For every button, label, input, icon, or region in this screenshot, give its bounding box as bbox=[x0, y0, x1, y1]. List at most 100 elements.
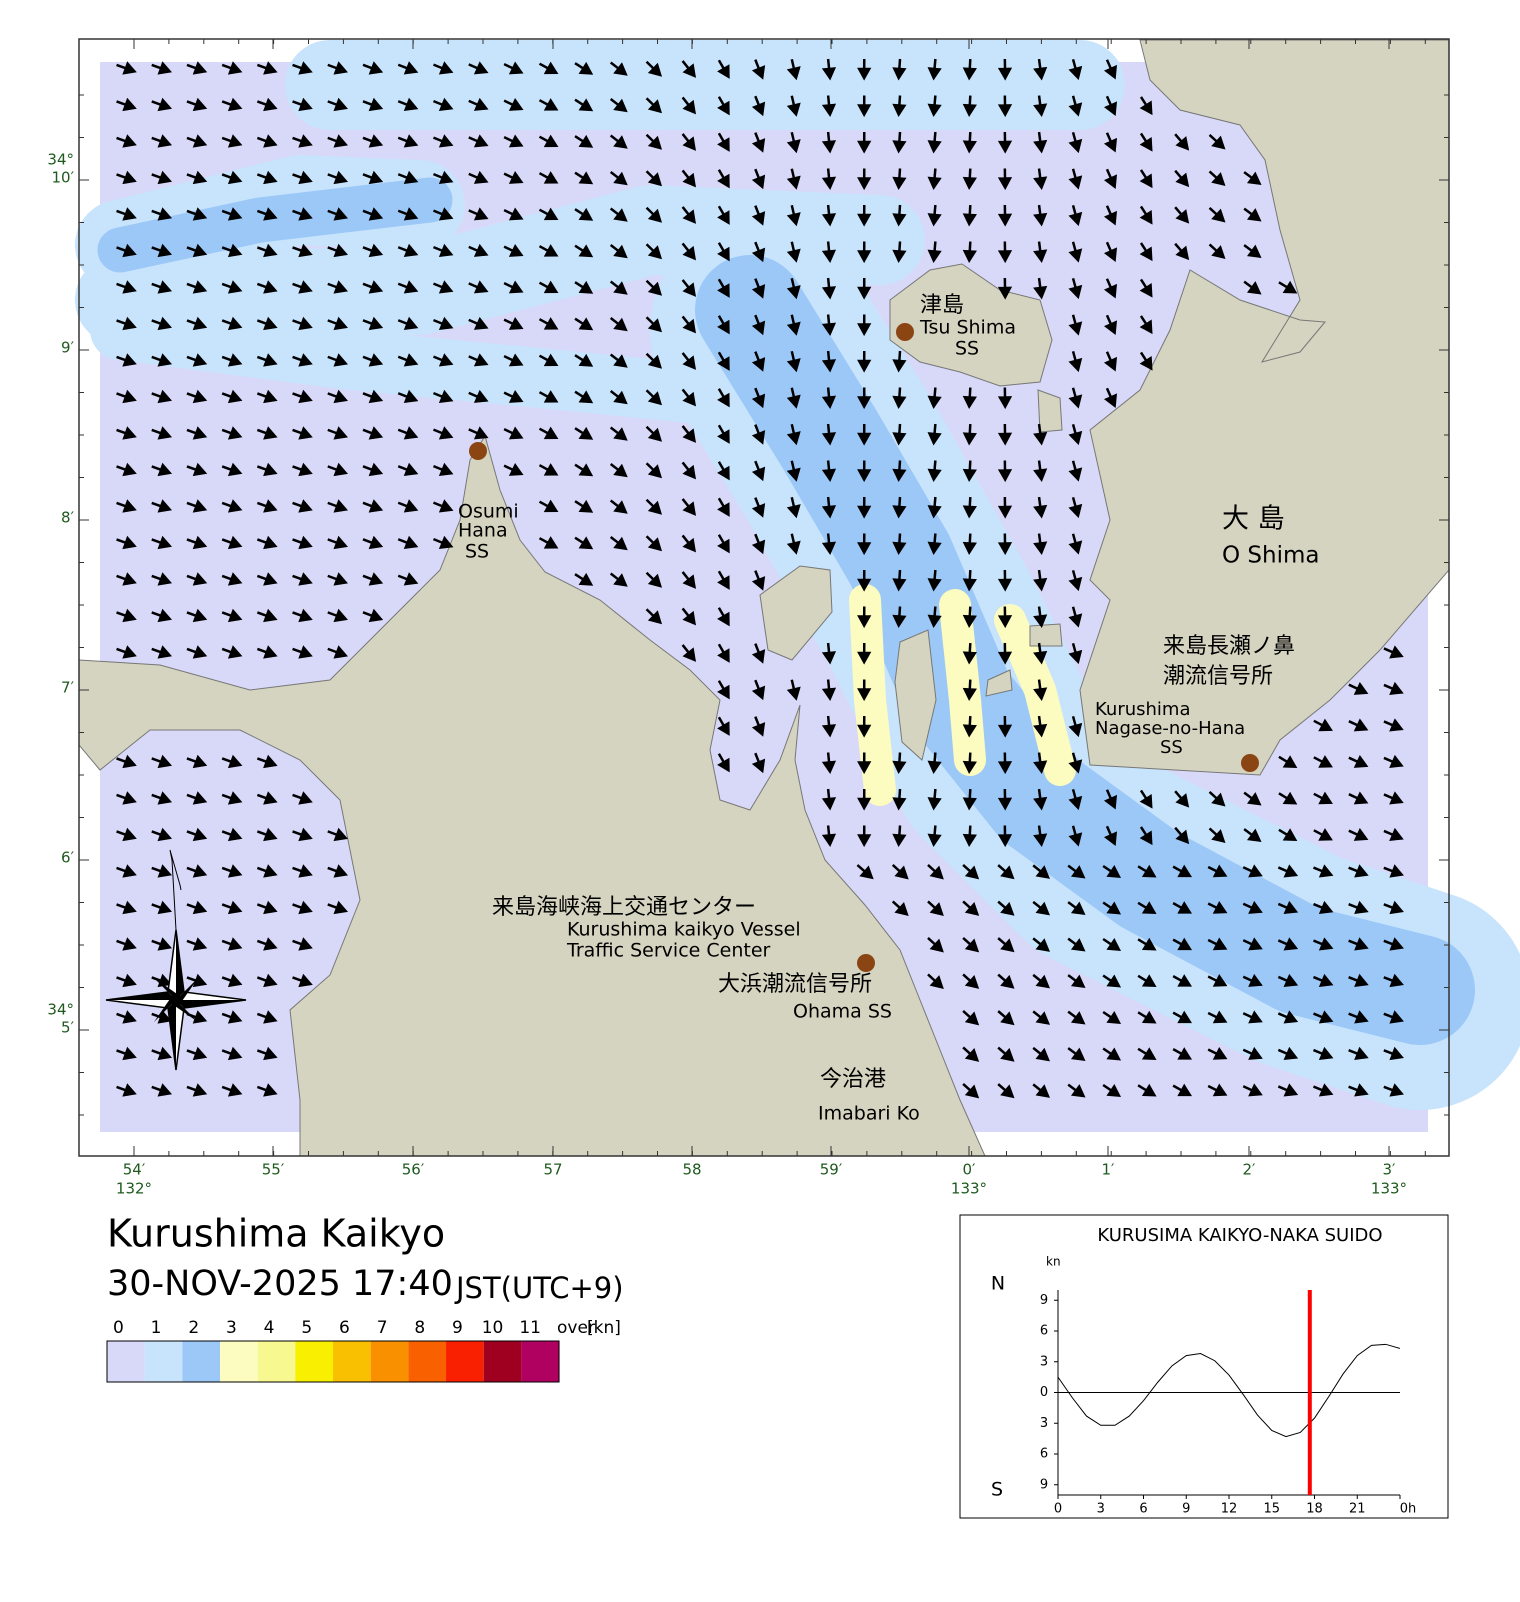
arrow-shape bbox=[256, 572, 278, 586]
arrow-shape bbox=[1102, 1083, 1122, 1098]
current-arrow bbox=[1313, 755, 1333, 768]
compass-needle bbox=[169, 849, 182, 931]
arrow-shape bbox=[468, 134, 489, 148]
arrow-shape bbox=[186, 462, 208, 477]
arrow-shape bbox=[1102, 864, 1122, 879]
current-arrow bbox=[468, 389, 489, 403]
current-arrow bbox=[116, 426, 137, 440]
arrow-shape bbox=[221, 900, 243, 915]
current-arrow bbox=[574, 207, 594, 221]
current-arrow bbox=[1278, 755, 1298, 769]
arrow-shape bbox=[786, 460, 801, 482]
current-arrow bbox=[681, 388, 697, 407]
arrow-shape bbox=[362, 535, 384, 550]
current-arrow bbox=[645, 462, 663, 479]
arrow-shape bbox=[717, 315, 730, 335]
arrow-shape bbox=[645, 279, 663, 296]
arrow-shape bbox=[1103, 205, 1118, 226]
arrow-shape bbox=[1348, 937, 1369, 951]
arrow-shape bbox=[1277, 900, 1299, 914]
current-arrow bbox=[1207, 864, 1228, 878]
current-arrow bbox=[1033, 496, 1048, 519]
current-arrow bbox=[327, 207, 348, 221]
arrow-shape bbox=[1383, 827, 1404, 841]
current-arrow bbox=[1068, 533, 1083, 555]
current-arrow bbox=[1137, 1083, 1157, 1097]
place-label: Nagase-no-Hana bbox=[1095, 718, 1245, 739]
arrow-shape bbox=[892, 58, 907, 81]
arrow-shape bbox=[1243, 207, 1262, 222]
current-arrow bbox=[186, 353, 208, 367]
arrow-shape bbox=[1242, 937, 1263, 951]
current-arrow bbox=[681, 169, 697, 188]
current-arrow bbox=[1068, 825, 1083, 847]
arrow-shape bbox=[645, 60, 663, 77]
arrow-shape bbox=[1068, 241, 1083, 263]
current-arrow bbox=[1068, 314, 1083, 336]
arrow-shape bbox=[432, 462, 454, 477]
current-arrow bbox=[256, 389, 278, 404]
arrow-shape bbox=[151, 864, 173, 878]
arrow-shape bbox=[892, 241, 907, 264]
current-arrow bbox=[1068, 277, 1083, 300]
arrow-shape bbox=[962, 973, 980, 989]
current-arrow bbox=[1172, 974, 1193, 987]
arrow-shape bbox=[503, 134, 524, 148]
arrow-shape bbox=[751, 643, 766, 664]
current-arrow bbox=[256, 754, 278, 769]
legend-label: 7 bbox=[377, 1318, 388, 1338]
arrow-shape bbox=[151, 973, 173, 988]
arrow-shape bbox=[186, 900, 208, 915]
arrow-shape bbox=[1137, 901, 1157, 915]
arrow-shape bbox=[538, 390, 559, 403]
arrow-shape bbox=[256, 316, 278, 331]
lon-degree: 132° bbox=[116, 1180, 152, 1198]
arrow-shape bbox=[151, 134, 173, 148]
arrow-shape bbox=[1172, 937, 1193, 951]
current-arrow bbox=[1207, 1083, 1228, 1097]
lon-minute: 59′ bbox=[820, 1161, 843, 1179]
current-arrow bbox=[927, 569, 942, 592]
arrow-shape bbox=[892, 606, 907, 629]
arrow-shape bbox=[857, 569, 872, 592]
current-arrow bbox=[186, 1046, 208, 1061]
current-arrow bbox=[717, 388, 730, 408]
arrow-shape bbox=[962, 788, 977, 811]
arrow-shape bbox=[609, 536, 628, 551]
current-arrow bbox=[962, 423, 977, 446]
current-arrow bbox=[362, 316, 384, 331]
arrow-shape bbox=[927, 900, 944, 916]
arrow-shape bbox=[1067, 937, 1086, 952]
current-arrow bbox=[892, 788, 907, 811]
arrow-shape bbox=[327, 426, 348, 440]
y-tick-label: 6 bbox=[1040, 1447, 1048, 1462]
arrow-shape bbox=[927, 387, 942, 410]
arrow-shape bbox=[1383, 973, 1404, 988]
arrow-shape bbox=[327, 170, 348, 185]
current-arrow bbox=[221, 1046, 243, 1061]
arrow-shape bbox=[962, 95, 977, 118]
current-arrow bbox=[1383, 718, 1404, 732]
arrow-shape bbox=[186, 973, 208, 988]
current-arrow bbox=[327, 61, 348, 75]
current-arrow bbox=[1139, 169, 1153, 189]
arrow-shape bbox=[857, 387, 872, 410]
arrow-shape bbox=[1383, 1083, 1404, 1097]
current-arrow bbox=[432, 499, 454, 513]
arrow-shape bbox=[751, 241, 766, 263]
current-arrow bbox=[1207, 937, 1228, 951]
current-arrow bbox=[186, 280, 208, 294]
current-arrow bbox=[1067, 937, 1086, 952]
arrow-shape bbox=[751, 533, 766, 555]
current-arrow bbox=[186, 937, 208, 951]
current-arrow bbox=[821, 95, 837, 118]
current-arrow bbox=[927, 973, 944, 989]
current-arrow bbox=[292, 389, 313, 404]
legend-swatch bbox=[446, 1341, 484, 1382]
current-arrow bbox=[645, 133, 663, 150]
arrow-shape bbox=[468, 353, 489, 367]
current-arrow bbox=[574, 317, 594, 331]
arrow-shape bbox=[397, 61, 419, 75]
arrow-shape bbox=[681, 279, 697, 297]
current-arrow bbox=[256, 426, 278, 440]
